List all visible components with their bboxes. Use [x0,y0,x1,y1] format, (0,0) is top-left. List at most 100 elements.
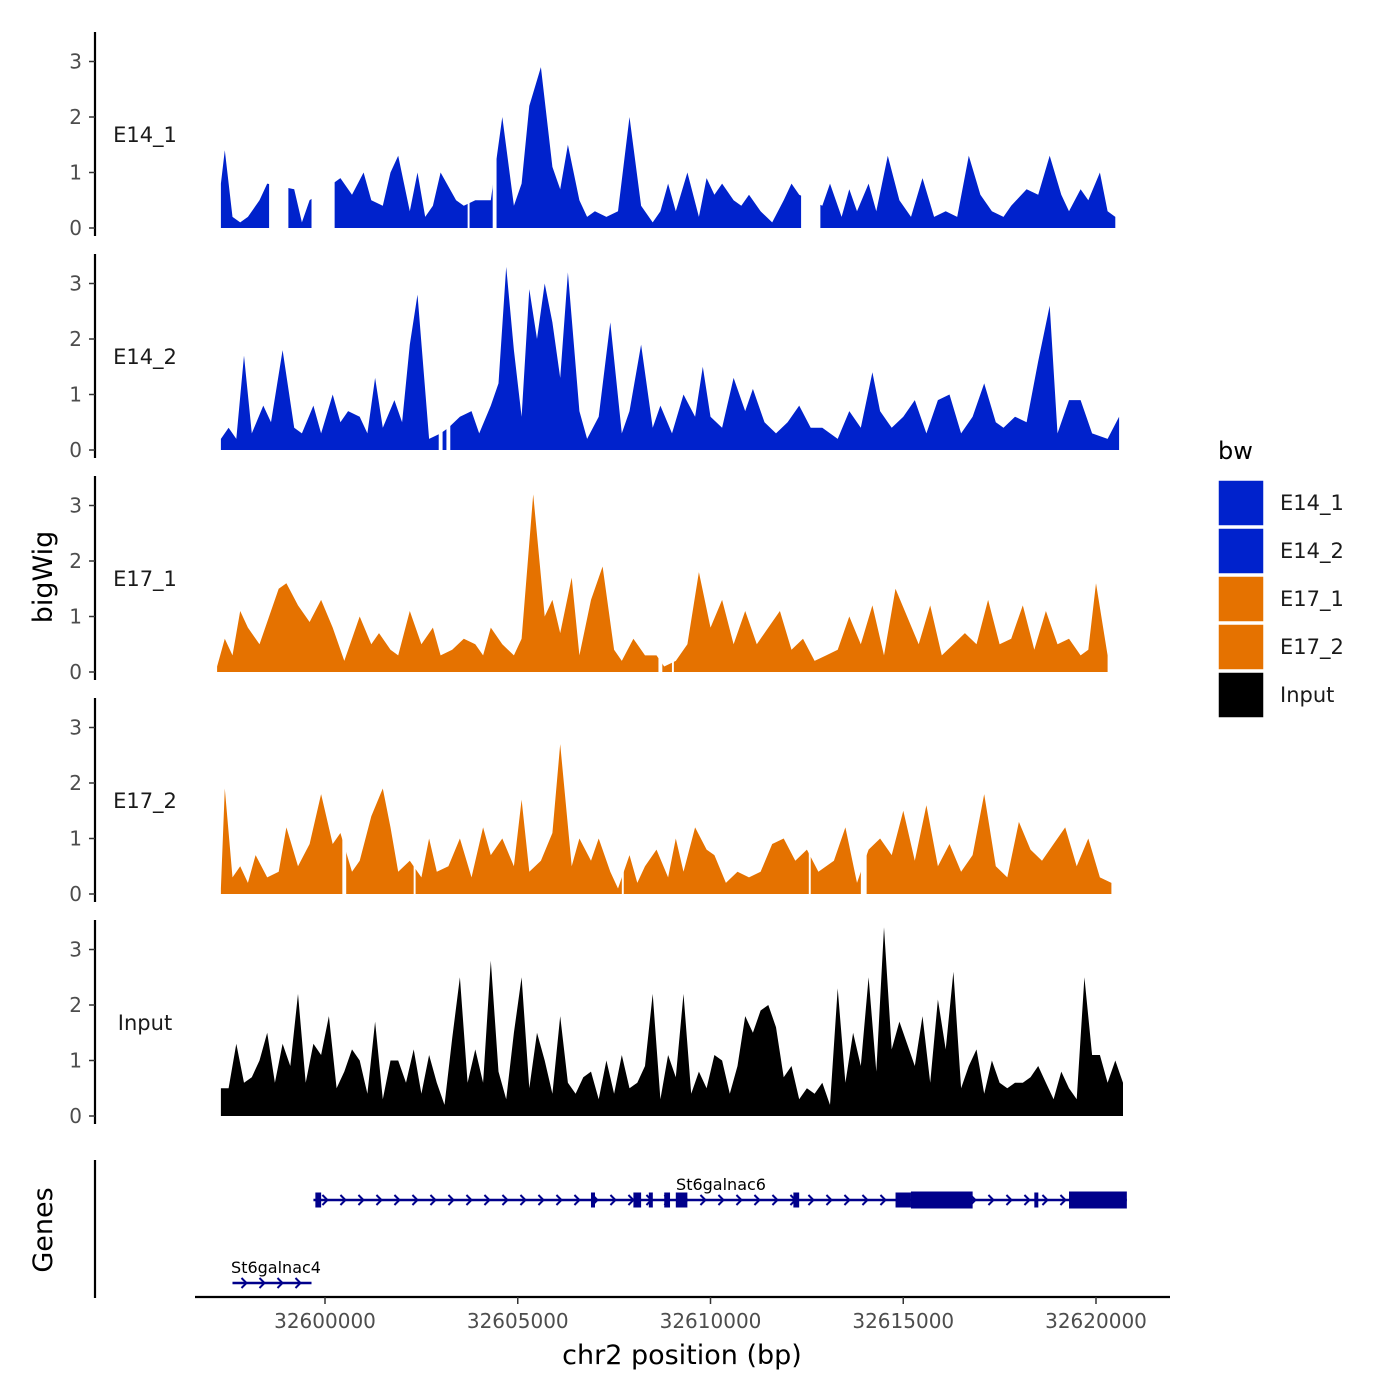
legend: bw E14_1 E14_2 E17_1 E17_2 Input [1217,437,1344,719]
coverage-gap [492,27,497,229]
coverage-gap [413,693,416,895]
x-tick-label: 32600000 [274,1309,376,1333]
y-tick-label: 1 [69,1049,82,1073]
coverage-gap [467,27,470,229]
y-tick-label: 2 [69,105,82,129]
y-axis-title: bigWig [28,531,59,624]
legend-title: bw [1218,437,1253,465]
signal-area-E17_2 [220,744,1112,894]
track-label: E14_1 [113,123,177,148]
strand-arrow [429,1194,437,1206]
strand-arrow [573,1194,581,1206]
gene-St6galnac6: St6galnac6 [313,1175,1127,1209]
exon [590,1192,595,1208]
strand-arrow [276,1277,284,1289]
coverage-gap [311,27,335,229]
gene-name-label: St6galnac4 [231,1258,321,1277]
legend-key [1217,479,1265,527]
y-tick-label: 2 [69,549,82,573]
y-tick-label: 3 [69,938,82,962]
strand-arrow [519,1194,527,1206]
coverage-gap [658,471,663,673]
track-label: E17_1 [113,567,177,592]
exon [1069,1191,1127,1209]
legend-label: E14_2 [1280,539,1344,564]
exon [675,1192,688,1208]
y-tick-label: 2 [69,993,82,1017]
legend-label: E14_1 [1280,491,1344,516]
legend-key [1217,527,1265,575]
legend-item-E14_2: E14_2 [1217,527,1344,575]
strand-arrow [258,1277,266,1289]
legend-item-E17_1: E17_1 [1217,575,1344,623]
exon [910,1191,973,1209]
strand-arrow [1041,1194,1049,1206]
strand-arrow [501,1194,509,1206]
strand-arrow [861,1194,869,1206]
exon [315,1192,322,1208]
y-tick-label: 1 [69,827,82,851]
strand-arrow [987,1194,995,1206]
coverage-gap [801,27,821,229]
track-E14_1: 0 1 2 3 E14_1 [69,27,1116,240]
x-axis-title: chr2 position (bp) [562,1340,802,1371]
strand-arrow [1059,1194,1067,1206]
exon [648,1192,653,1208]
strand-arrow [735,1194,743,1206]
strand-arrow [699,1194,707,1206]
legend-key [1217,671,1265,719]
genes-panel: St6galnac6 St6galnac4 [93,1160,1127,1298]
y-tick-label: 0 [69,216,82,240]
strand-arrow [807,1194,815,1206]
exon [895,1192,911,1208]
track-label: Input [118,1011,172,1035]
exon [633,1192,642,1208]
track-E17_1: 0 1 2 3 E17_1 [69,471,1108,684]
track-Input: 0 1 2 3 Input [69,920,1123,1128]
signal-area-E14_1 [220,67,1116,228]
legend-label: E17_1 [1280,587,1344,612]
strand-arrow [375,1194,383,1206]
strand-arrow [411,1194,419,1206]
strand-arrow [1023,1194,1031,1206]
coverage-gap [342,693,347,895]
exon [793,1192,800,1208]
strand-arrow [771,1194,779,1206]
strand-arrow [537,1194,545,1206]
coverage-gap [808,693,811,895]
legend-item-E17_2: E17_2 [1217,623,1344,671]
y-tick-label: 2 [69,327,82,351]
x-tick-label: 32610000 [660,1309,762,1333]
strand-arrow [447,1194,455,1206]
signal-area-E17_1 [217,494,1108,672]
strand-arrow [393,1194,401,1206]
y-tick-label: 0 [69,1104,82,1128]
y-tick-label: 2 [69,771,82,795]
track-E17_2: 0 1 2 3 E17_2 [69,693,1112,906]
legend-key [1217,623,1265,671]
exon [664,1192,671,1208]
coverage-gap [860,693,867,895]
x-tick-label: 32615000 [852,1309,954,1333]
signal-area-E14_2 [220,266,1120,450]
strand-arrow [555,1194,563,1206]
x-tick-label: 32620000 [1045,1309,1147,1333]
strand-arrow [465,1194,473,1206]
strand-arrow [753,1194,761,1206]
strand-arrow [294,1277,302,1289]
y-tick-label: 0 [69,882,82,906]
legend-label: Input [1280,683,1334,707]
strand-arrow [357,1194,365,1206]
track-label: E17_2 [113,789,177,814]
legend-item-E14_1: E14_1 [1217,479,1344,527]
signal-area-Input [220,927,1123,1116]
coverage-gap [671,471,674,673]
strand-arrow [879,1194,887,1206]
strand-arrow [843,1194,851,1206]
coverage-gap [269,27,289,229]
y-tick-label: 3 [69,716,82,740]
coverage-gap [446,249,451,451]
legend-item-Input: Input [1217,671,1334,719]
track-E14_2: 0 1 2 3 E14_2 [69,249,1120,462]
